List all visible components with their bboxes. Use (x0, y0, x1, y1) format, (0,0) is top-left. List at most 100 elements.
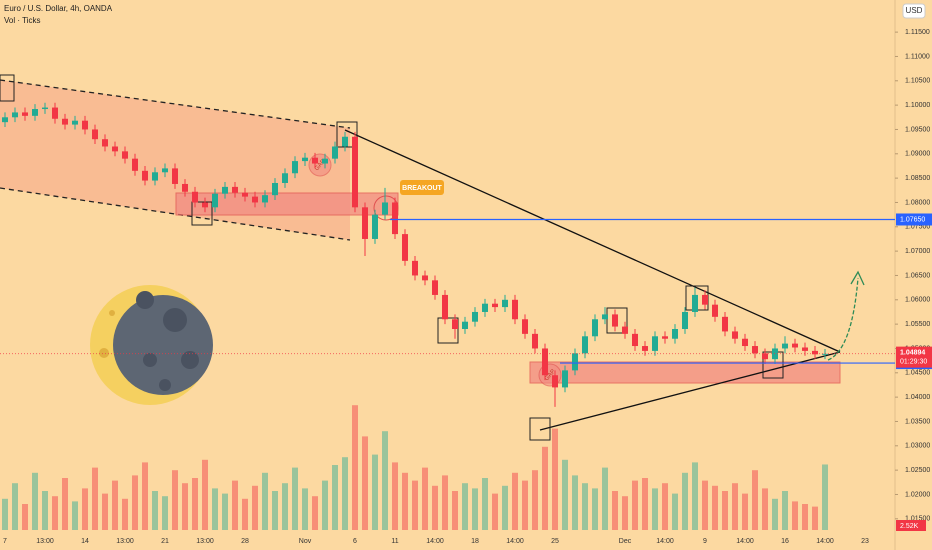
y-tick-label: 1.04500 (905, 370, 930, 377)
candle-body (412, 260, 418, 276)
candle-body (562, 370, 568, 388)
moon-dark (113, 295, 213, 395)
candle-body (602, 314, 608, 320)
x-tick-label: 14:00 (736, 538, 754, 545)
x-tick-label: 14:00 (816, 538, 834, 545)
x-tick-label: 14 (81, 538, 89, 545)
volume-bar (52, 496, 58, 530)
volume-bar (472, 488, 478, 530)
y-tick-label: 1.09000 (905, 151, 930, 158)
candle-body (122, 151, 128, 159)
volume-bar (642, 478, 648, 530)
volume-bar (602, 467, 608, 530)
y-tick-label: 1.03000 (905, 443, 930, 450)
volume-bar (682, 472, 688, 530)
currency-box[interactable] (902, 3, 926, 19)
y-tick-label: 1.02000 (905, 491, 930, 498)
pivot-box (191, 201, 213, 226)
volume-bar (162, 496, 168, 530)
volume-bar (792, 501, 798, 530)
candle-body (732, 331, 738, 339)
candle-body (202, 202, 208, 208)
candle-body (212, 193, 218, 208)
y-tick-label: 1.06000 (905, 297, 930, 304)
y-tick-label: 1.09500 (905, 126, 930, 133)
chart-title: Euro / U.S. Dollar, 4h, OANDA (4, 4, 113, 13)
candle-body (232, 186, 238, 193)
volume-bar (22, 504, 28, 530)
candle-body (332, 146, 338, 159)
x-tick-label: 7 (3, 538, 7, 545)
volume-bar (572, 475, 578, 530)
volume-bar (722, 491, 728, 530)
volume-bar (392, 462, 398, 530)
candle-body (702, 294, 708, 305)
candle-body (12, 112, 18, 118)
volume-bar (82, 488, 88, 530)
countdown-label: 01:29:30 (900, 358, 927, 365)
volume-bar (212, 488, 218, 530)
volume-bar (742, 493, 748, 530)
volume-bar (382, 431, 388, 530)
candle-body (92, 129, 98, 140)
volume-bar (592, 488, 598, 530)
candle-body (792, 343, 798, 348)
volume-bar (12, 483, 18, 530)
candle-body (72, 120, 78, 125)
x-tick-label: 13:00 (116, 538, 134, 545)
volume-bar (772, 498, 778, 530)
candle-body (432, 280, 438, 295)
volume-bar (122, 498, 128, 530)
volume-label: 2.52K (900, 523, 919, 530)
volume-bar (652, 488, 658, 530)
candle-body (2, 117, 8, 123)
candle-body (302, 157, 308, 162)
channel-bottom (0, 187, 351, 241)
candle-body (362, 207, 368, 239)
arrow-head (850, 270, 865, 286)
candle-body (632, 333, 638, 347)
y-tick-label: 1.07500 (905, 224, 930, 231)
volume-bar (532, 470, 538, 530)
x-tick-label: Dec (619, 538, 632, 545)
volume-bar (502, 485, 508, 530)
volume-bar (622, 496, 628, 530)
moon (90, 285, 213, 405)
crater (136, 291, 154, 309)
candle-body (162, 168, 168, 173)
y-tick-label: 1.11000 (905, 53, 930, 60)
candle-body (312, 157, 318, 164)
crater (159, 379, 171, 391)
candle-body (272, 182, 278, 196)
x-tick-label: Nov (299, 538, 312, 545)
x-tick-label: 28 (241, 538, 249, 545)
volume-bar (282, 483, 288, 530)
currency[interactable]: USD (906, 6, 923, 15)
volume-bar (702, 480, 708, 530)
volume-bar (272, 491, 278, 530)
pivot-box (336, 121, 358, 148)
level-badge (896, 213, 932, 226)
y-tick-label: 1.07000 (905, 248, 930, 255)
volume-bar (372, 454, 378, 530)
candle-body (812, 350, 818, 355)
x-tick-label: 6 (353, 538, 357, 545)
volume-bar (312, 496, 318, 530)
candle-body (222, 186, 228, 194)
x-tick-label: 11 (391, 538, 398, 545)
pivot-box (0, 74, 15, 102)
y-tick-label: 1.08500 (905, 175, 930, 182)
candle-body (62, 118, 68, 125)
volume-bar (2, 498, 8, 530)
candle-body (252, 196, 258, 203)
crater (163, 308, 187, 332)
volume-bar (442, 475, 448, 530)
candle-body (242, 192, 248, 197)
candle-body (712, 304, 718, 317)
breakout-text: BREAKOUT (402, 185, 442, 192)
volume-bar (632, 480, 638, 530)
candle-body (282, 173, 288, 183)
candle-body (52, 107, 58, 119)
candle-body (152, 172, 158, 181)
